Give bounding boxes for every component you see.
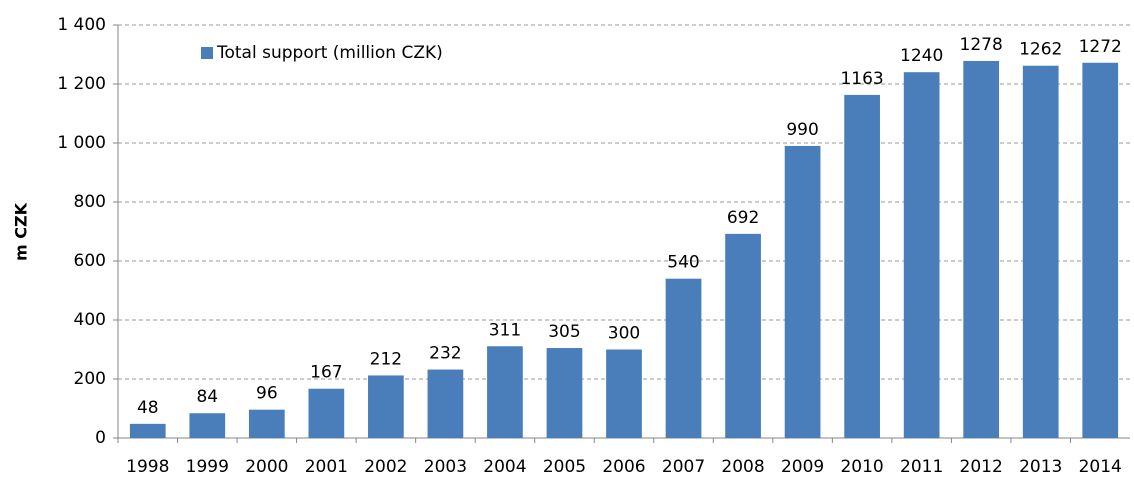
data-label: 305 — [548, 322, 580, 342]
bar — [784, 145, 821, 438]
x-tick-label: 2000 — [245, 457, 288, 477]
y-tick-label: 800 — [74, 192, 106, 212]
y-tick-label: 1 000 — [57, 133, 106, 153]
x-tick-label: 1998 — [126, 457, 169, 477]
bar — [665, 278, 702, 438]
data-label: 692 — [727, 208, 759, 228]
y-tick-label: 1 200 — [57, 74, 106, 94]
x-tick-label: 1999 — [186, 457, 229, 477]
bar — [1022, 65, 1059, 439]
x-tick-label: 2012 — [960, 457, 1003, 477]
data-label: 232 — [429, 344, 461, 364]
data-label: 990 — [786, 120, 818, 140]
legend-label: Total support (million CZK) — [216, 43, 443, 63]
bar — [546, 348, 583, 438]
bar — [129, 423, 166, 438]
bar — [725, 233, 761, 438]
x-tick-label: 2009 — [781, 457, 824, 477]
x-tick-label: 2008 — [721, 457, 764, 477]
x-tick-label: 2005 — [543, 457, 586, 477]
x-tick-label: 2014 — [1079, 457, 1122, 477]
bar — [606, 349, 642, 438]
y-tick-label: 600 — [74, 251, 106, 271]
bar — [248, 409, 285, 438]
data-label: 96 — [256, 384, 278, 404]
data-label: 212 — [370, 349, 402, 369]
data-label: 1262 — [1019, 40, 1062, 60]
bar — [1082, 62, 1119, 438]
bar — [189, 413, 226, 438]
bar — [308, 388, 345, 438]
x-tick-label: 2011 — [900, 457, 943, 477]
y-tick-label: 1 400 — [57, 15, 106, 35]
data-label: 1163 — [840, 69, 883, 89]
x-tick-label: 2003 — [424, 457, 467, 477]
data-label: 540 — [667, 253, 699, 273]
legend-swatch — [201, 47, 213, 59]
y-tick-label: 200 — [74, 369, 106, 389]
bar — [963, 60, 1000, 439]
data-label: 84 — [196, 387, 218, 407]
x-tick-label: 2007 — [662, 457, 705, 477]
y-tick-label: 0 — [95, 428, 106, 448]
bar — [427, 369, 464, 438]
bar — [368, 375, 404, 438]
x-tick-label: 2004 — [483, 457, 526, 477]
x-tick-label: 2006 — [602, 457, 645, 477]
data-label: 167 — [310, 363, 342, 383]
x-tick-label: 2013 — [1019, 457, 1062, 477]
x-tick-label: 2001 — [305, 457, 348, 477]
bar — [844, 94, 880, 438]
bar — [903, 72, 940, 438]
data-label: 1278 — [960, 35, 1003, 55]
x-tick-label: 2002 — [364, 457, 407, 477]
x-tick-label: 2010 — [840, 457, 883, 477]
data-label: 1272 — [1079, 37, 1122, 57]
bar — [487, 346, 523, 438]
data-label: 300 — [608, 324, 640, 344]
data-label: 1240 — [900, 46, 943, 66]
y-tick-label: 400 — [74, 310, 106, 330]
data-label: 311 — [489, 320, 521, 340]
y-axis-label: m CZK — [12, 202, 31, 261]
data-label: 48 — [137, 398, 159, 418]
